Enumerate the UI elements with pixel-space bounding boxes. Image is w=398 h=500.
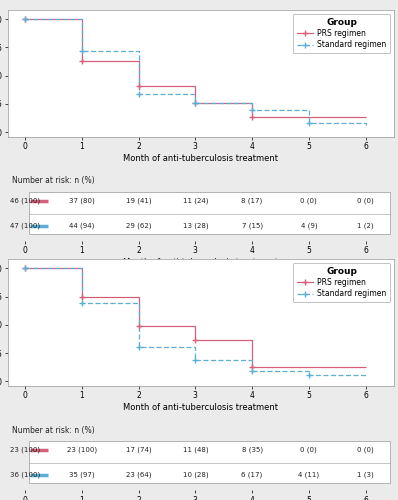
Legend: PRS regimen, Standard regimen: PRS regimen, Standard regimen (293, 263, 390, 302)
Text: 6 (17): 6 (17) (242, 472, 263, 478)
Text: 8 (35): 8 (35) (242, 446, 263, 453)
Text: 36 (100): 36 (100) (10, 472, 40, 478)
Text: 0 (0): 0 (0) (357, 198, 374, 204)
Text: 10 (28): 10 (28) (183, 472, 208, 478)
Text: 23 (64): 23 (64) (126, 472, 151, 478)
Text: 8 (17): 8 (17) (242, 198, 263, 204)
Text: 44 (94): 44 (94) (69, 222, 94, 229)
Text: 0 (0): 0 (0) (300, 446, 317, 453)
Text: 7 (15): 7 (15) (242, 222, 263, 229)
Text: 4 (9): 4 (9) (300, 222, 317, 229)
Text: 0 (0): 0 (0) (300, 198, 317, 204)
Text: 19 (41): 19 (41) (126, 198, 151, 204)
X-axis label: Month of anti-tuberculosis treatment: Month of anti-tuberculosis treatment (123, 404, 279, 412)
FancyBboxPatch shape (29, 192, 390, 234)
Text: 17 (74): 17 (74) (126, 446, 151, 453)
FancyBboxPatch shape (29, 441, 390, 483)
Text: Number at risk: n (%): Number at risk: n (%) (12, 176, 94, 186)
Text: 37 (80): 37 (80) (69, 198, 95, 204)
Text: 0 (0): 0 (0) (357, 446, 374, 453)
Text: 11 (24): 11 (24) (183, 198, 208, 204)
Text: 1 (3): 1 (3) (357, 472, 374, 478)
X-axis label: Month of anti-tuberculosis treatment: Month of anti-tuberculosis treatment (123, 258, 279, 267)
Text: 13 (28): 13 (28) (183, 222, 208, 229)
Text: 35 (97): 35 (97) (69, 472, 95, 478)
Text: 47 (100): 47 (100) (10, 222, 40, 229)
Text: 23 (100): 23 (100) (10, 446, 40, 453)
Text: 23 (100): 23 (100) (67, 446, 97, 453)
Text: 1 (2): 1 (2) (357, 222, 374, 229)
Text: 4 (11): 4 (11) (298, 472, 320, 478)
Text: 46 (100): 46 (100) (10, 198, 40, 204)
X-axis label: Month of anti-tuberculosis treatment: Month of anti-tuberculosis treatment (123, 154, 279, 163)
Legend: PRS regimen, Standard regimen: PRS regimen, Standard regimen (293, 14, 390, 53)
Text: 29 (62): 29 (62) (126, 222, 151, 229)
Text: 11 (48): 11 (48) (183, 446, 208, 453)
Text: Number at risk: n (%): Number at risk: n (%) (12, 426, 94, 434)
